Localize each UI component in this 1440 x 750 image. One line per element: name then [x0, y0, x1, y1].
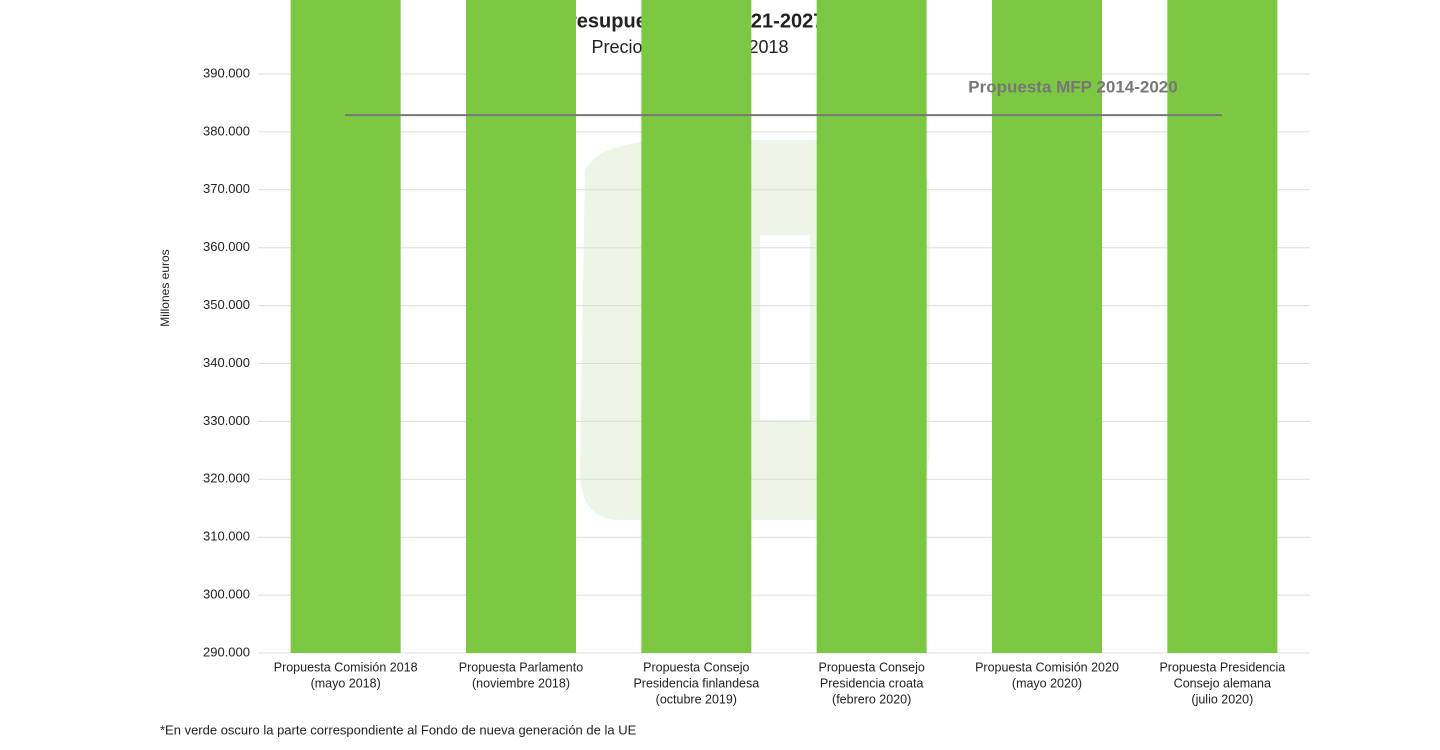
- y-tick-label: 300.000: [203, 587, 250, 602]
- x-tick-label: (mayo 2020): [1012, 676, 1082, 690]
- x-tick-label: Propuesta Consejo: [819, 660, 925, 674]
- y-tick-label: 310.000: [203, 529, 250, 544]
- y-tick-label: 350.000: [203, 297, 250, 312]
- y-tick-label: 390.000: [203, 65, 250, 80]
- x-tick-label: Propuesta Parlamento: [459, 660, 583, 674]
- x-tick-label: Propuesta Comisión 2020: [975, 660, 1119, 674]
- x-tick-label: Consejo alemana: [1174, 676, 1271, 690]
- y-tick-label: 380.000: [203, 123, 250, 138]
- bar-segment: [290, 0, 401, 653]
- reference-label: Propuesta MFP 2014-2020: [968, 78, 1177, 97]
- bar-segment: [816, 0, 927, 653]
- x-tick-label: (julio 2020): [1191, 692, 1253, 706]
- x-tick-label: Propuesta Presidencia: [1159, 660, 1285, 674]
- y-tick-label: 370.000: [203, 181, 250, 196]
- bar-segment: [641, 0, 752, 653]
- footnote: *En verde oscuro la parte correspondient…: [160, 722, 637, 737]
- x-tick-label: Presidencia finlandesa: [633, 676, 759, 690]
- bar-segment: [466, 0, 576, 653]
- x-tick-label: (febrero 2020): [832, 692, 911, 706]
- y-axis-label: Millones euros: [158, 249, 172, 326]
- bar-segment: [1167, 0, 1278, 653]
- x-tick-label: (mayo 2018): [311, 676, 381, 690]
- x-tick-label: (octubre 2019): [656, 692, 737, 706]
- y-tick-label: 320.000: [203, 471, 250, 486]
- y-tick-label: 330.000: [203, 413, 250, 428]
- x-tick-label: Propuesta Comisión 2018: [274, 660, 418, 674]
- bar-segment: [992, 0, 1102, 653]
- y-tick-label: 290.000: [203, 644, 250, 659]
- y-tick-label: 360.000: [203, 239, 250, 254]
- x-tick-label: (noviembre 2018): [472, 676, 570, 690]
- x-tick-label: Presidencia croata: [820, 676, 924, 690]
- x-tick-label: Propuesta Consejo: [643, 660, 749, 674]
- y-tick-label: 340.000: [203, 355, 250, 370]
